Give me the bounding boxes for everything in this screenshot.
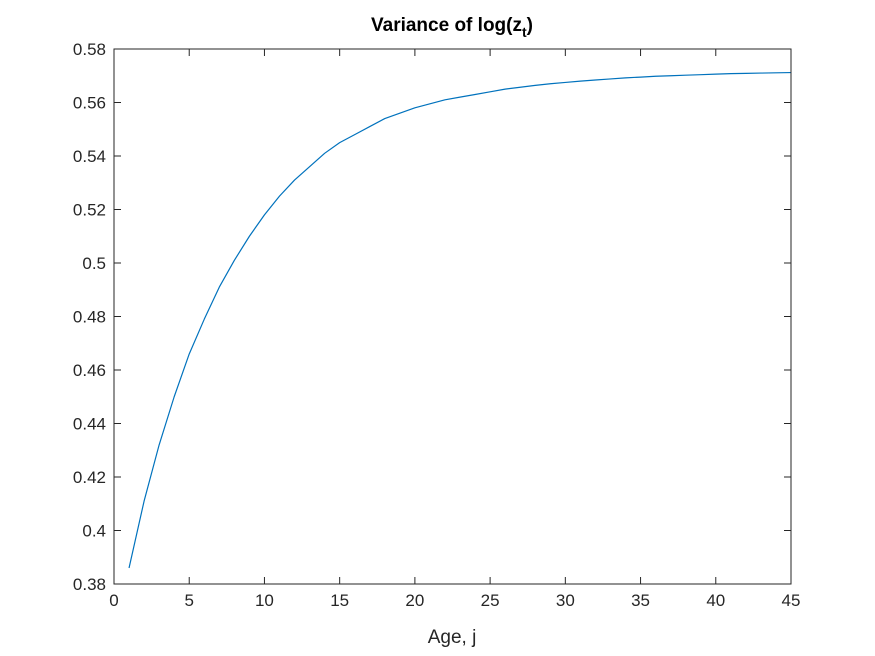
chart-title-suffix: ) [527,15,533,36]
x-tick-label: 35 [631,591,650,610]
series-line [128,71,792,569]
x-tick-label: 30 [556,591,575,610]
y-tick-label: 0.38 [73,575,106,594]
y-tick-label: 0.52 [73,201,106,220]
x-tick-label: 0 [109,591,118,610]
y-tick-label: 0.5 [82,254,106,273]
x-tick-label: 20 [405,591,424,610]
y-tick-label: 0.48 [73,308,106,327]
x-tick-label: 25 [481,591,500,610]
y-tick-label: 0.42 [73,468,106,487]
y-tick-label: 0.46 [73,361,106,380]
x-axis-label: Age, j [428,627,477,648]
chart-title-subscript: t [522,24,527,40]
x-tick-label: 15 [330,591,349,610]
y-tick-label: 0.54 [73,147,106,166]
chart-title-main: Variance of log(z [371,15,522,36]
x-tick-labels: 0 5 10 15 20 25 30 35 40 45 [109,591,800,610]
y-tick-labels: 0.38 0.4 0.42 0.44 0.46 0.48 0.5 0.52 0.54 0.56 0.… [73,40,106,594]
chart-title: Variance of log(zt) [371,15,533,40]
x-tick-label: 10 [255,591,274,610]
x-tick-label: 5 [184,591,193,610]
axes-box [113,48,792,585]
y-tick-label: 0.58 [73,40,106,59]
plot-area [114,49,791,584]
series-layer [128,71,792,569]
y-tick-label: 0.44 [73,415,106,434]
x-tick-label: 40 [706,591,725,610]
y-tick-label: 0.56 [73,94,106,113]
x-tick-label: 45 [782,591,801,610]
y-tick-label: 0.4 [82,522,106,541]
